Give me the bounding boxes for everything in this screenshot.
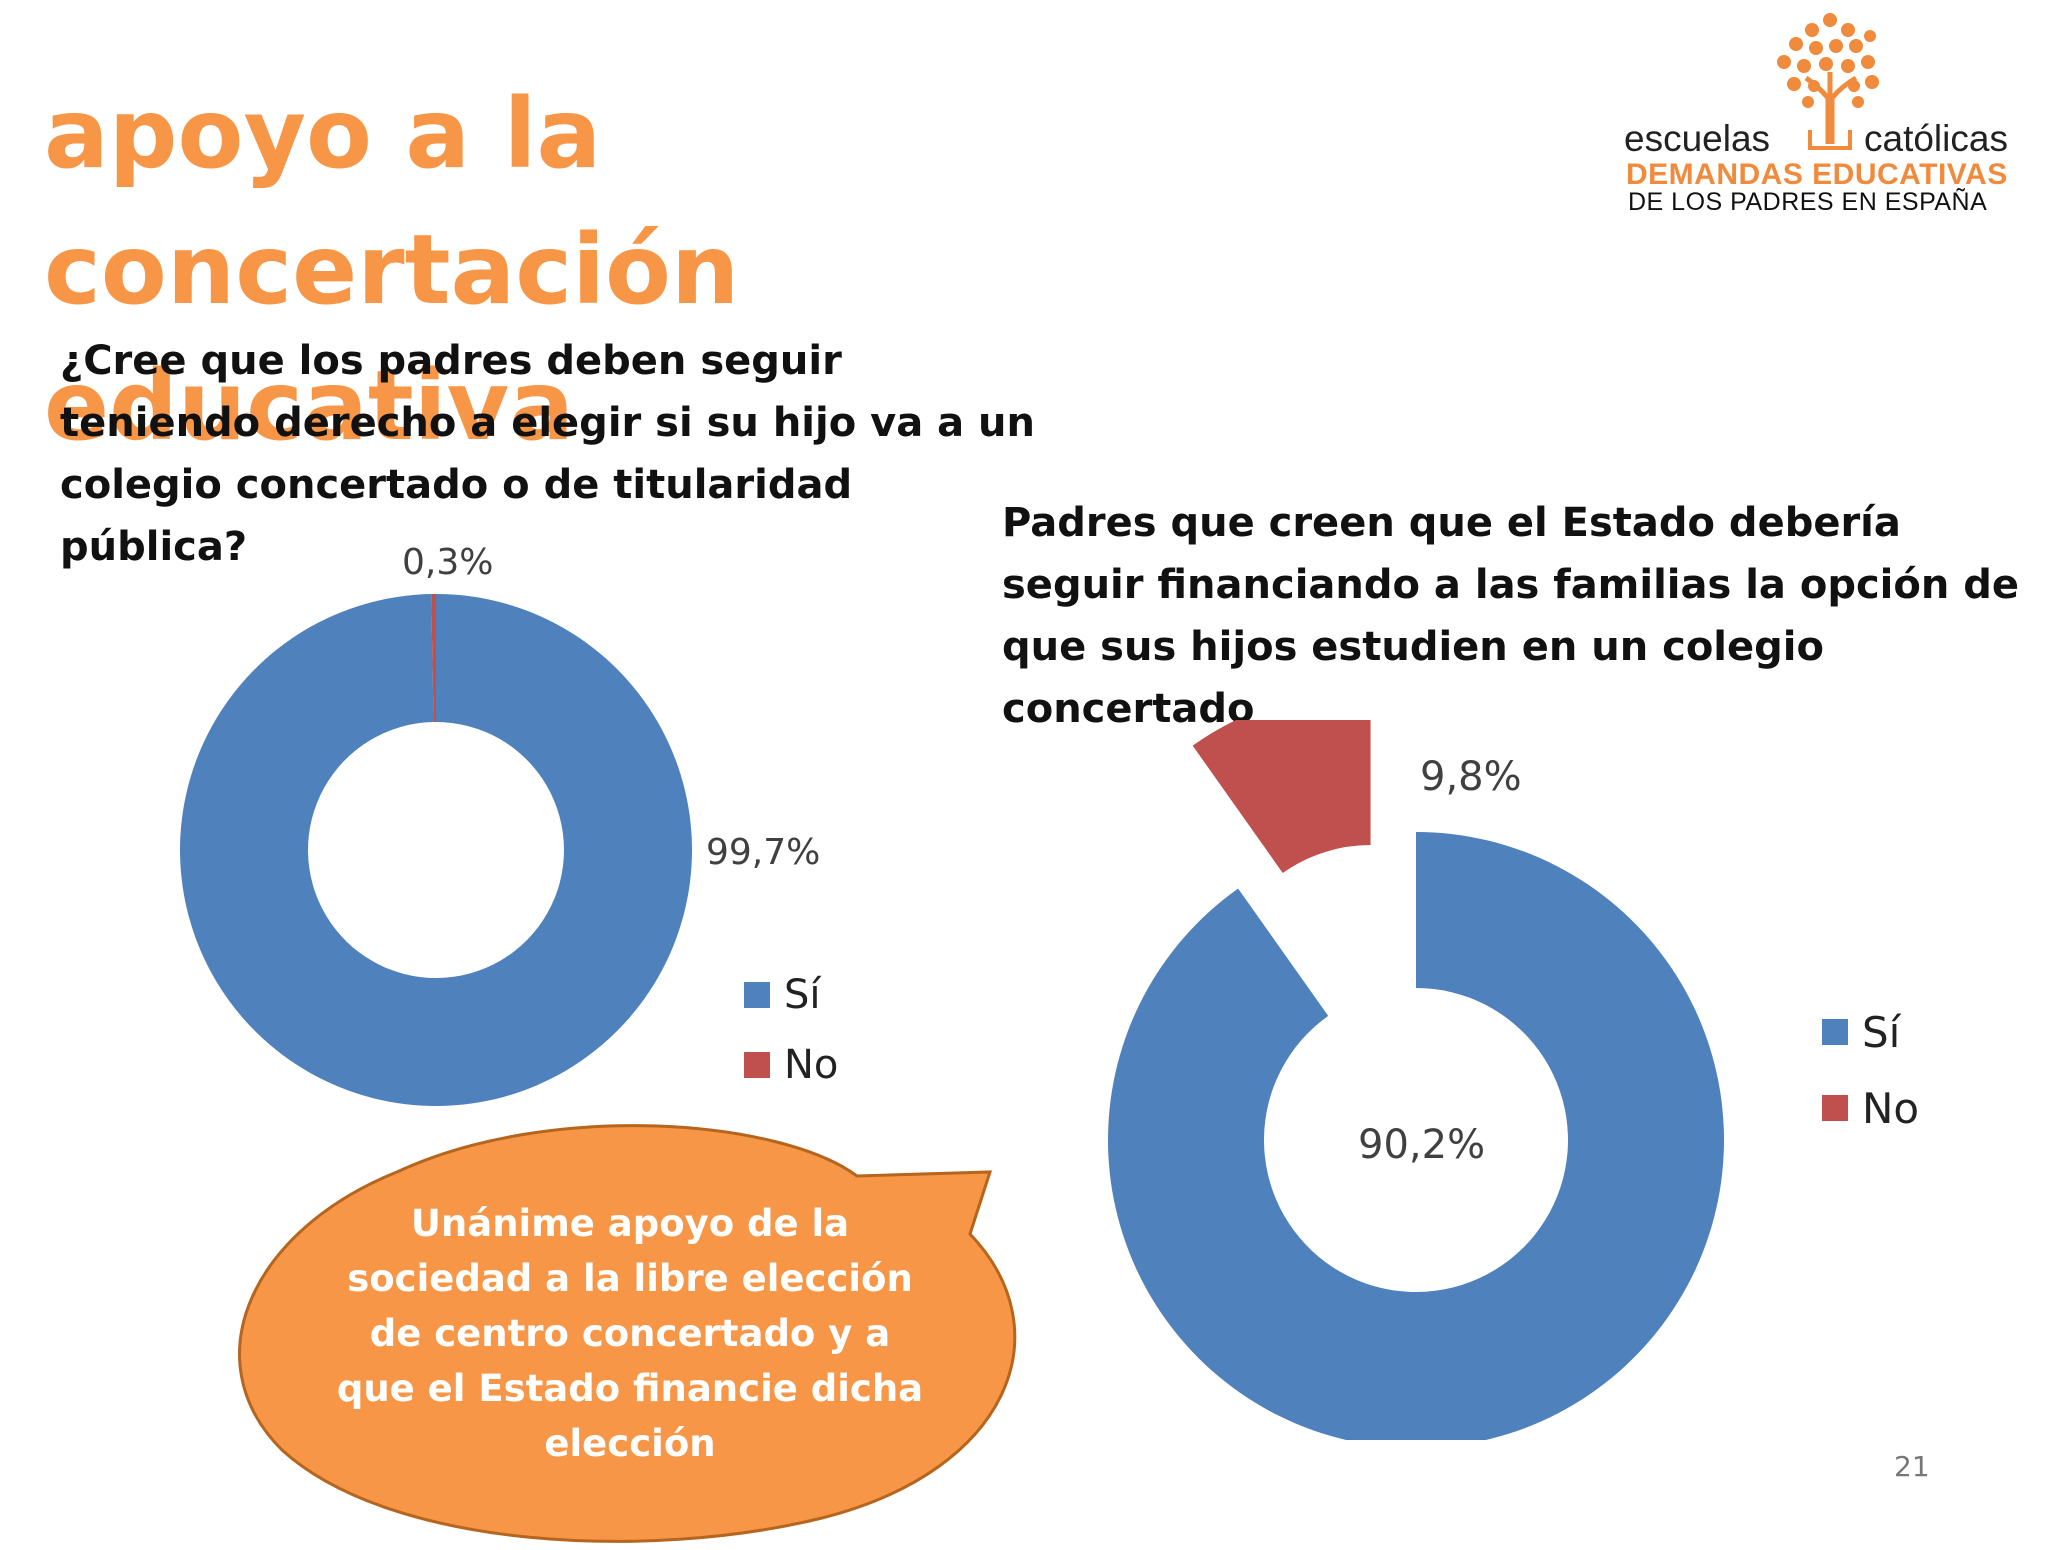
legend-item-no: No [1822, 1070, 1919, 1146]
logo-brand-left: escuelas [1624, 118, 1771, 159]
legend-item-si: Sí [1822, 994, 1919, 1070]
slice-no [1192, 689, 1371, 873]
callout-shape [238, 1124, 1017, 1543]
data-label-no: 0,3% [402, 542, 493, 583]
chart2-question: Padres que creen que el Estado debería s… [1002, 500, 2020, 732]
chart-left-svg: 99,7% 0,3% [180, 542, 820, 1106]
slide-title: apoyo a la concertación educativa [44, 78, 740, 462]
chart-left: 99,7% 0,3% [60, 540, 920, 1140]
logo-subtitle-2: DE LOS PADRES EN ESPAÑA [1628, 188, 1988, 216]
legend-swatch-si [744, 982, 770, 1008]
chart1-question: ¿Cree que los padres deben seguir tenien… [60, 338, 1035, 570]
legend-swatch-no [1822, 1095, 1848, 1121]
slice-s [180, 594, 692, 1106]
legend-item-no: No [744, 1030, 838, 1100]
chart-right-legend: Sí No [1822, 994, 1919, 1146]
tree-icon [1777, 13, 1879, 150]
callout-text: Unánime apoyo de la sociedad a la libre … [336, 1202, 924, 1465]
legend-label-si: Sí [1862, 1007, 1901, 1057]
legend-label-no: No [1862, 1083, 1920, 1133]
chart-right-svg: 90,2% 9,8% [1108, 689, 1724, 1448]
callout-bubble [238, 1124, 1017, 1543]
legend-label-no: No [784, 1042, 839, 1088]
slice-s [1108, 832, 1724, 1448]
logo-subtitle-1: DEMANDAS EDUCATIVAS [1626, 158, 2008, 191]
legend-label-si: Sí [784, 972, 821, 1018]
chart-right: 90,2% 9,8% [1060, 689, 2020, 1448]
legend-item-si: Sí [744, 960, 838, 1030]
legend-swatch-no [744, 1052, 770, 1078]
data-label-s: 90,2% [1358, 1122, 1485, 1168]
chart-left-legend: Sí No [744, 960, 838, 1100]
logo: escuelas católicas DEMANDAS EDUCATIVAS D… [1620, 6, 2040, 216]
data-label-s: 99,7% [706, 832, 820, 873]
data-label-no: 9,8% [1420, 754, 1522, 800]
legend-swatch-si [1822, 1019, 1848, 1045]
slice-no [431, 594, 436, 723]
logo-brand-right: católicas [1864, 118, 2008, 159]
page-number: 21 [1894, 1450, 1930, 1483]
